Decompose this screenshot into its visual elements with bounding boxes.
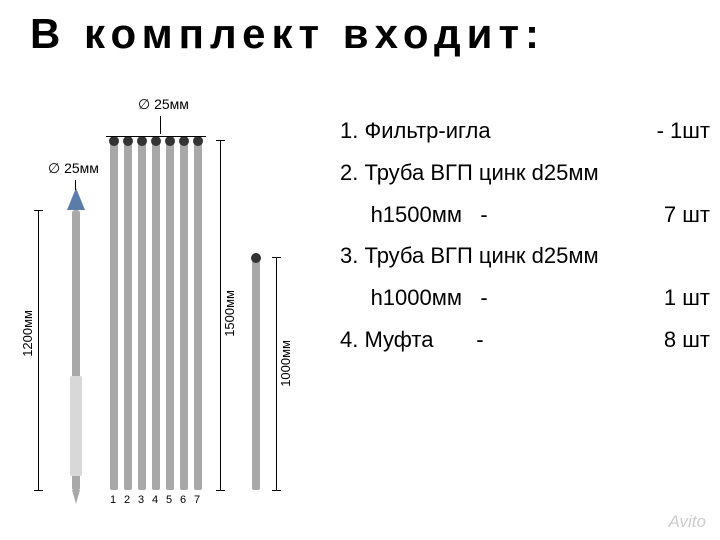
list-qty: 8 шт [664, 319, 710, 361]
pipe-number: 3 [136, 494, 146, 506]
pipe-number: 5 [164, 494, 174, 506]
pipe-number: 7 [192, 494, 202, 506]
parts-list: 1. Фильтр-игла - 1шт 2. Труба ВГП цинк d… [340, 110, 710, 361]
list-text: h1000мм - [340, 277, 488, 319]
pipe-1500 [180, 140, 188, 490]
dim-diameter-filter: ∅ 25мм [48, 160, 99, 177]
pipe-number: 2 [122, 494, 132, 506]
pipe-1000 [252, 257, 260, 490]
filter-needle [72, 210, 80, 490]
pipe-1500 [124, 140, 132, 490]
pipe-number: 6 [178, 494, 188, 506]
list-item: 3. Труба ВГП цинк d25мм [340, 235, 710, 277]
pipe-1500 [152, 140, 160, 490]
dim-diameter-pipes7: ∅ 25мм [138, 96, 189, 113]
pipe-number: 1 [108, 494, 118, 506]
dim-label-1500: 1500мм [222, 290, 237, 337]
pipe-1500 [194, 140, 202, 490]
pipe-1500 [166, 140, 174, 490]
list-text: 2. Труба ВГП цинк d25мм [340, 152, 599, 194]
list-qty: 1 шт [664, 277, 710, 319]
list-item: h1000мм - 1 шт [340, 277, 710, 319]
list-text: h1500мм - [340, 194, 488, 236]
list-item: 2. Труба ВГП цинк d25мм [340, 152, 710, 194]
list-text: 4. Муфта - [340, 319, 484, 361]
dim-line-1000 [276, 257, 277, 490]
list-text: 3. Труба ВГП цинк d25мм [340, 235, 599, 277]
dim-label-1000: 1000мм [278, 340, 293, 387]
diagram-area: ∅ 25мм 1200мм ∅ 25мм 1500мм 1000мм 1 2 3… [20, 90, 320, 530]
filter-sleeve [70, 376, 82, 476]
dim-line-1500 [220, 140, 221, 490]
pipe-1500 [138, 140, 146, 490]
pipe-number: 4 [150, 494, 160, 506]
filter-tip-icon [72, 490, 80, 504]
list-item: h1500мм - 7 шт [340, 194, 710, 236]
list-item: 4. Муфта - 8 шт [340, 319, 710, 361]
list-qty: 7 шт [664, 194, 710, 236]
watermark: Avito [669, 512, 707, 532]
page-title: В комплект входит: [30, 10, 545, 58]
list-qty: - 1шт [657, 110, 710, 152]
arrow-up-icon [67, 188, 85, 210]
dim-line-1200 [38, 210, 39, 490]
list-item: 1. Фильтр-игла - 1шт [340, 110, 710, 152]
dim-label-1200: 1200мм [20, 310, 35, 357]
list-text: 1. Фильтр-игла [340, 110, 491, 152]
pipe-1500 [110, 140, 118, 490]
